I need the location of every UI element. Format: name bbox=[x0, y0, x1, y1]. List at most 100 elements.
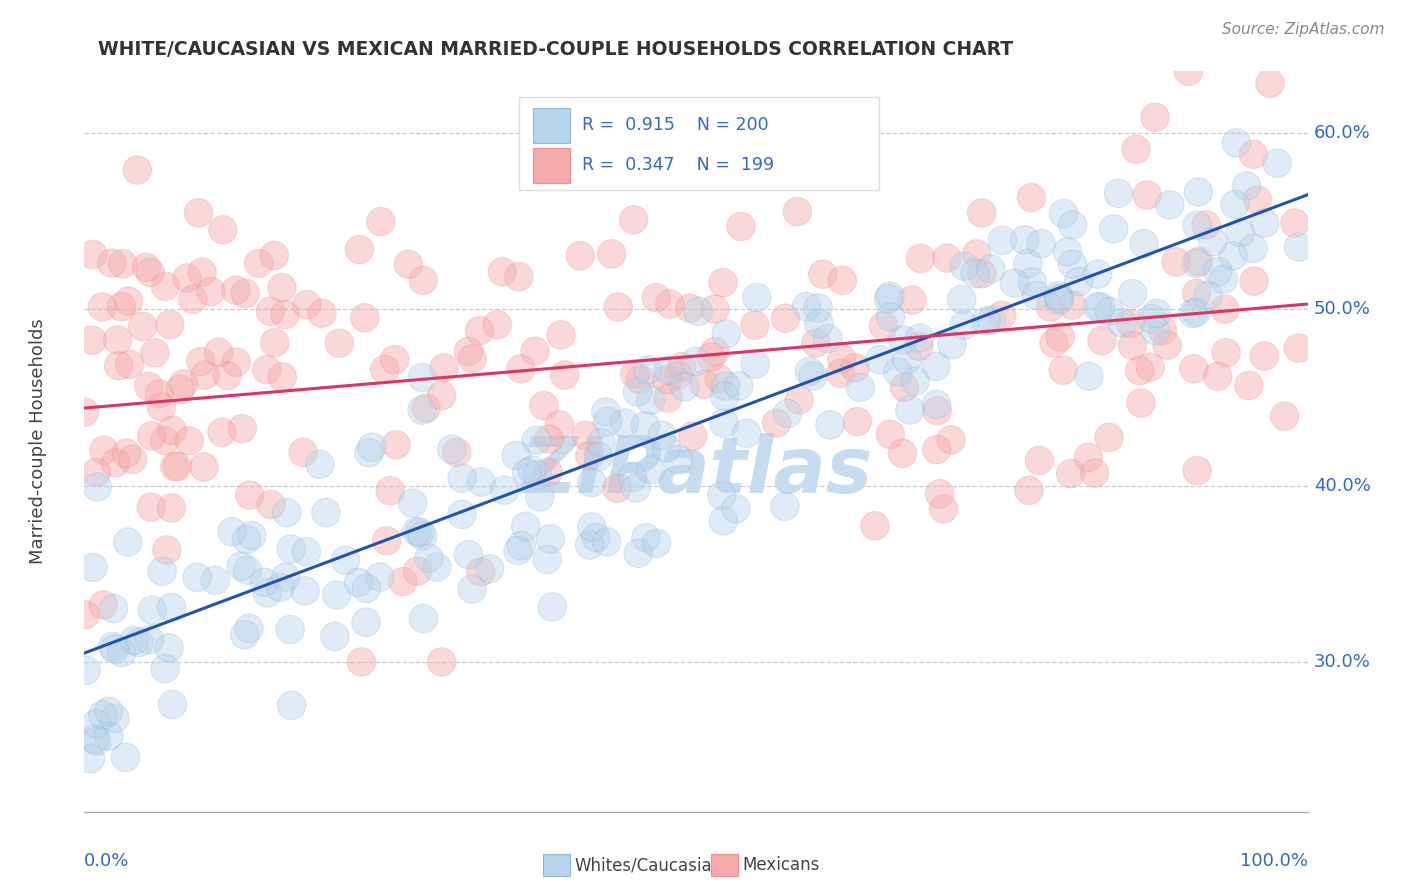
Point bbox=[624, 481, 647, 495]
Point bbox=[891, 333, 914, 347]
Point bbox=[155, 279, 177, 293]
Point bbox=[461, 582, 484, 596]
Point bbox=[412, 529, 434, 543]
Point bbox=[159, 318, 181, 332]
Point bbox=[446, 445, 468, 459]
Point bbox=[1177, 64, 1199, 78]
Point bbox=[1140, 311, 1163, 326]
Point bbox=[259, 304, 281, 318]
Point bbox=[274, 570, 297, 584]
Point bbox=[131, 319, 153, 334]
Point bbox=[1225, 136, 1247, 150]
Point bbox=[163, 459, 186, 474]
Point bbox=[1039, 300, 1062, 314]
Point bbox=[155, 279, 177, 293]
Point bbox=[233, 286, 256, 301]
Point bbox=[932, 501, 955, 516]
Point bbox=[73, 405, 96, 419]
Point bbox=[1140, 311, 1163, 326]
Point bbox=[117, 535, 139, 549]
Point bbox=[626, 385, 648, 400]
Point bbox=[93, 443, 115, 458]
Point bbox=[350, 655, 373, 669]
Point bbox=[349, 243, 371, 257]
Point bbox=[1021, 275, 1043, 289]
Point bbox=[238, 621, 260, 635]
Point bbox=[430, 655, 453, 669]
Point bbox=[585, 531, 607, 545]
Point bbox=[1119, 317, 1142, 331]
Point bbox=[626, 385, 648, 400]
Point bbox=[1286, 341, 1309, 355]
Point bbox=[176, 271, 198, 285]
Point bbox=[900, 293, 922, 307]
Point bbox=[1062, 298, 1084, 312]
Point bbox=[775, 311, 797, 326]
Point bbox=[86, 480, 108, 494]
Point bbox=[966, 247, 988, 261]
Point bbox=[1004, 277, 1026, 291]
Point bbox=[153, 434, 176, 448]
Point bbox=[685, 354, 707, 368]
Point bbox=[172, 376, 194, 391]
Point bbox=[374, 362, 396, 376]
Point bbox=[671, 359, 693, 374]
Point bbox=[405, 524, 427, 539]
Point bbox=[1185, 286, 1208, 301]
Point bbox=[84, 466, 107, 480]
Point bbox=[716, 326, 738, 341]
Point bbox=[634, 531, 657, 545]
Point bbox=[1077, 450, 1099, 465]
Point bbox=[311, 306, 333, 320]
Point bbox=[157, 640, 180, 655]
Point bbox=[817, 331, 839, 345]
Point bbox=[830, 367, 852, 381]
Point bbox=[162, 698, 184, 712]
Point bbox=[82, 333, 104, 347]
Point bbox=[190, 354, 212, 368]
Point bbox=[271, 369, 294, 384]
Point bbox=[671, 359, 693, 374]
Point bbox=[349, 243, 371, 257]
Point bbox=[111, 257, 134, 271]
Point bbox=[673, 380, 696, 394]
Point bbox=[595, 405, 617, 419]
Point bbox=[990, 308, 1012, 322]
Point bbox=[637, 363, 659, 377]
Point bbox=[110, 646, 132, 660]
Point bbox=[418, 551, 440, 566]
Point bbox=[510, 539, 533, 553]
Point bbox=[461, 351, 484, 366]
Point bbox=[666, 368, 689, 383]
Point bbox=[893, 380, 915, 394]
Point bbox=[727, 379, 749, 393]
Point bbox=[939, 433, 962, 447]
Point bbox=[1202, 235, 1225, 249]
Point bbox=[86, 480, 108, 494]
Point bbox=[516, 466, 538, 480]
Point bbox=[107, 359, 129, 373]
Point bbox=[315, 506, 337, 520]
Point bbox=[83, 731, 105, 746]
Point bbox=[292, 445, 315, 459]
Point bbox=[830, 367, 852, 381]
Point bbox=[703, 344, 725, 359]
Point bbox=[896, 352, 918, 367]
Point bbox=[86, 716, 108, 731]
Point bbox=[75, 663, 97, 677]
Point bbox=[623, 367, 645, 381]
Point bbox=[776, 407, 799, 421]
Point bbox=[673, 380, 696, 394]
Point bbox=[104, 456, 127, 470]
Point bbox=[370, 214, 392, 228]
Point bbox=[688, 304, 710, 318]
Point bbox=[818, 417, 841, 432]
Point bbox=[679, 301, 702, 316]
Point bbox=[941, 338, 963, 352]
Point bbox=[548, 417, 571, 432]
Point bbox=[114, 750, 136, 764]
Point bbox=[1102, 222, 1125, 236]
Point bbox=[412, 612, 434, 626]
Point bbox=[166, 459, 188, 474]
Point bbox=[640, 463, 662, 477]
